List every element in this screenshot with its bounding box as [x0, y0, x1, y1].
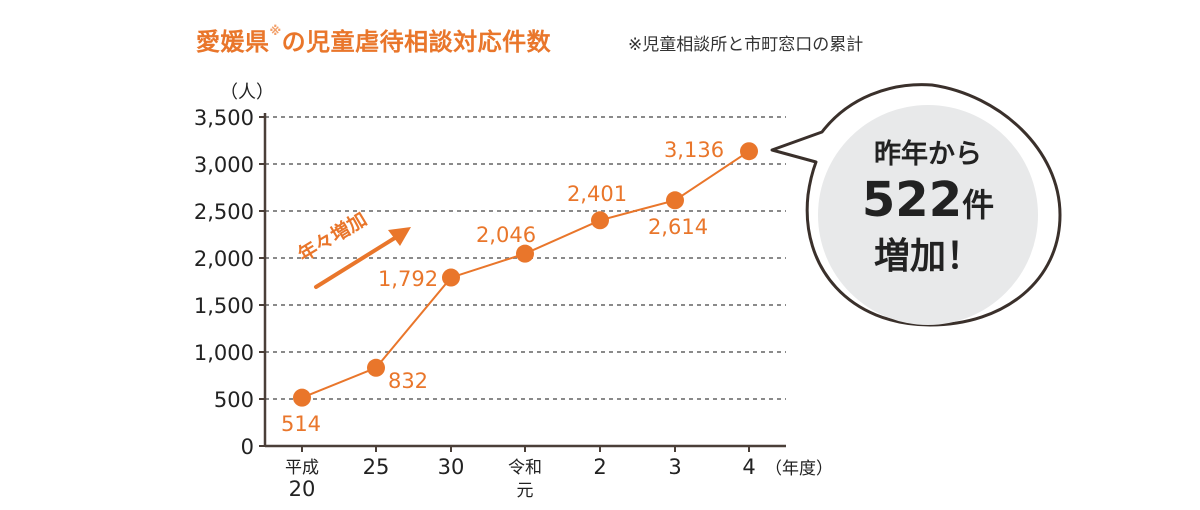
data-point — [666, 191, 684, 210]
x-tick-label: 25 — [363, 455, 390, 479]
y-tick-labels: 0 500 1,000 1,500 2,000 2,500 3,000 3,500 （人） — [194, 82, 274, 459]
y-tick-label: 3,500 — [194, 106, 254, 130]
x-tick-labels: 平成 20 25 30 令和元 2 3 4 （年度） — [285, 455, 833, 501]
y-tick-label: 3,000 — [194, 153, 254, 177]
bubble-line-3: 増加！ — [874, 236, 982, 277]
data-point — [367, 358, 385, 377]
data-label: 3,136 — [664, 138, 724, 162]
gridlines — [265, 116, 786, 400]
trend-arrow-head — [388, 227, 411, 246]
trend-arrow-shaft — [314, 234, 400, 289]
x-tick-label: 3 — [668, 455, 681, 479]
y-tick-label: 1,500 — [194, 294, 254, 318]
bubble-fill — [818, 105, 1038, 325]
data-label: 2,614 — [648, 215, 708, 239]
bubble-line-2: 522件 — [862, 172, 994, 228]
y-tick-label: 2,500 — [194, 200, 254, 224]
y-tick-label: 1,000 — [194, 341, 254, 365]
data-point — [442, 268, 460, 287]
bubble-line-1: 昨年から — [874, 138, 982, 170]
title-note-mark: ※ — [269, 24, 282, 38]
data-label: 1,792 — [378, 267, 438, 291]
x-axis-label: （年度） — [765, 459, 833, 479]
x-tick-label: 令和元 — [508, 458, 542, 501]
y-tick-label: 0 — [241, 435, 254, 459]
x-tick-label: 平成 20 — [285, 458, 319, 501]
title-note: ※児童相談所と市町窓口の累計 — [628, 35, 864, 55]
series-line — [293, 142, 758, 407]
data-point — [293, 388, 311, 407]
data-labels: 514 832 1,792 2,046 2,401 2,614 3,136 — [281, 138, 724, 436]
data-label: 2,046 — [476, 223, 536, 247]
data-point — [591, 211, 609, 230]
bubble-outline — [770, 83, 1062, 327]
x-tick-label: 30 — [438, 455, 465, 479]
data-label: 2,401 — [567, 182, 627, 206]
x-tick-label: 2 — [593, 455, 606, 479]
x-tick-label: 4 — [742, 455, 755, 479]
data-label: 832 — [388, 369, 428, 393]
y-tick-label: 2,000 — [194, 247, 254, 271]
data-point — [740, 142, 758, 161]
series-line-path — [301, 150, 750, 399]
data-point — [516, 244, 534, 263]
y-axis-label: （人） — [220, 82, 274, 103]
data-label: 514 — [281, 412, 321, 436]
chart-title: 愛媛県※の児童虐待相談対応件数 — [196, 24, 552, 56]
axes — [259, 113, 786, 452]
y-tick-label: 500 — [214, 388, 254, 412]
